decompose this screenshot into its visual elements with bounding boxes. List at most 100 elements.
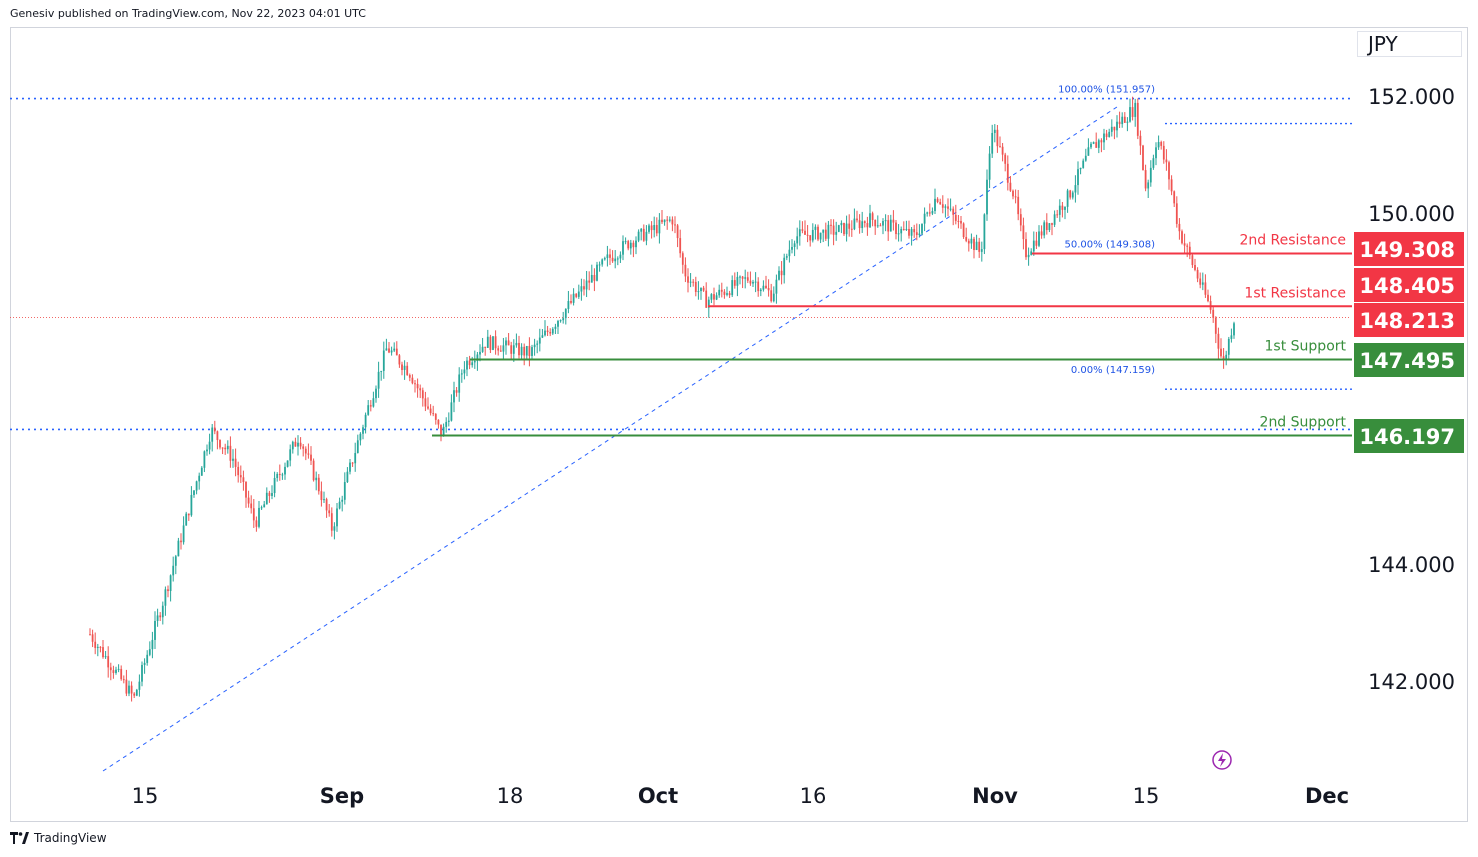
candle-body	[351, 462, 354, 464]
candle-body	[133, 693, 136, 696]
candle-body	[619, 254, 622, 259]
candle-body	[1230, 335, 1233, 339]
candle-body	[1045, 222, 1048, 231]
candle-body	[208, 441, 211, 450]
candle-body	[372, 398, 375, 407]
candle-body	[593, 274, 596, 281]
candle-body	[489, 336, 492, 350]
candle-body	[190, 494, 193, 516]
candle-body	[203, 451, 206, 468]
footer: TradingView	[10, 831, 107, 845]
candle-body	[1079, 167, 1082, 170]
candle-body	[606, 254, 609, 259]
candle-body	[528, 345, 531, 356]
candle-body	[154, 620, 156, 640]
candle-body	[658, 219, 661, 234]
candle-body	[250, 503, 253, 509]
candle-body	[681, 253, 684, 265]
price-label-box	[1354, 343, 1464, 377]
candle-body	[1162, 145, 1165, 160]
lightning-bolt	[1218, 753, 1226, 767]
candle-body	[148, 649, 151, 655]
candle-body	[341, 499, 344, 502]
candle-body	[796, 236, 799, 244]
level-label: 2nd Support	[1260, 414, 1347, 430]
y-tick-label: 142.000	[1368, 670, 1455, 694]
candle-body	[944, 206, 947, 208]
candle-body	[900, 229, 903, 234]
candle-body	[195, 481, 198, 491]
candle-body	[164, 589, 167, 606]
candle-body	[551, 328, 554, 334]
candle-body	[471, 362, 474, 366]
candle-body	[549, 332, 552, 334]
candle-body	[1012, 190, 1014, 197]
candle-body	[655, 224, 658, 234]
candle-body	[458, 374, 461, 393]
candle-body	[988, 153, 991, 180]
candle-body	[466, 360, 468, 370]
candle-body	[999, 146, 1001, 148]
candle-body	[970, 238, 973, 244]
candle-body	[541, 335, 544, 338]
candle-body	[343, 482, 346, 500]
candle-body	[726, 293, 728, 295]
candle-body	[957, 220, 960, 222]
candle-body	[798, 229, 801, 237]
candle-body	[518, 342, 520, 356]
candle-body	[112, 670, 115, 673]
currency-label[interactable]: JPY	[1357, 31, 1462, 57]
candle-body	[876, 225, 879, 227]
candle-body	[320, 491, 323, 501]
candle-body	[1233, 323, 1235, 336]
candle-body	[297, 442, 299, 447]
candle-body	[294, 441, 297, 447]
candle-body	[689, 281, 692, 283]
candle-body	[616, 258, 619, 260]
candle-body	[640, 228, 643, 232]
candle-body	[733, 280, 736, 286]
candle-body	[889, 219, 892, 232]
candle-body	[299, 442, 302, 447]
candle-body	[978, 241, 981, 252]
candle-body	[408, 375, 411, 378]
candle-body	[635, 240, 637, 248]
candle-body	[1165, 159, 1168, 163]
candle-body	[915, 232, 918, 236]
candle-body	[887, 220, 890, 232]
candle-body	[931, 211, 934, 214]
candle-body	[398, 355, 401, 365]
candle-body	[679, 238, 682, 254]
candle-body	[109, 667, 112, 671]
candle-body	[570, 301, 572, 303]
candle-body	[884, 220, 887, 222]
candle-body	[115, 669, 117, 673]
candle-body	[762, 285, 765, 290]
candle-body	[146, 654, 149, 663]
x-tick-label: 15	[1133, 784, 1160, 808]
candle-body	[731, 280, 734, 296]
candle-body	[1175, 203, 1178, 224]
candle-body	[577, 291, 580, 297]
candle-body	[856, 218, 858, 221]
lightning-icon	[1212, 750, 1232, 770]
candle-body	[629, 242, 632, 249]
candle-body	[967, 240, 970, 244]
candle-body	[421, 390, 424, 399]
candle-body	[125, 679, 128, 694]
candle-body	[1225, 354, 1228, 360]
candle-body	[336, 508, 338, 527]
candle-body	[460, 373, 463, 375]
candle-body	[1051, 223, 1053, 225]
candle-body	[949, 208, 952, 210]
candle-body	[307, 453, 310, 455]
candle-body	[811, 229, 814, 241]
candle-body	[645, 231, 648, 241]
candle-body	[419, 388, 422, 391]
candle-body	[229, 445, 232, 461]
candle-body	[159, 615, 162, 618]
candle-body	[986, 179, 988, 215]
candle-body	[234, 458, 237, 467]
tradingview-logo-icon	[10, 832, 30, 844]
